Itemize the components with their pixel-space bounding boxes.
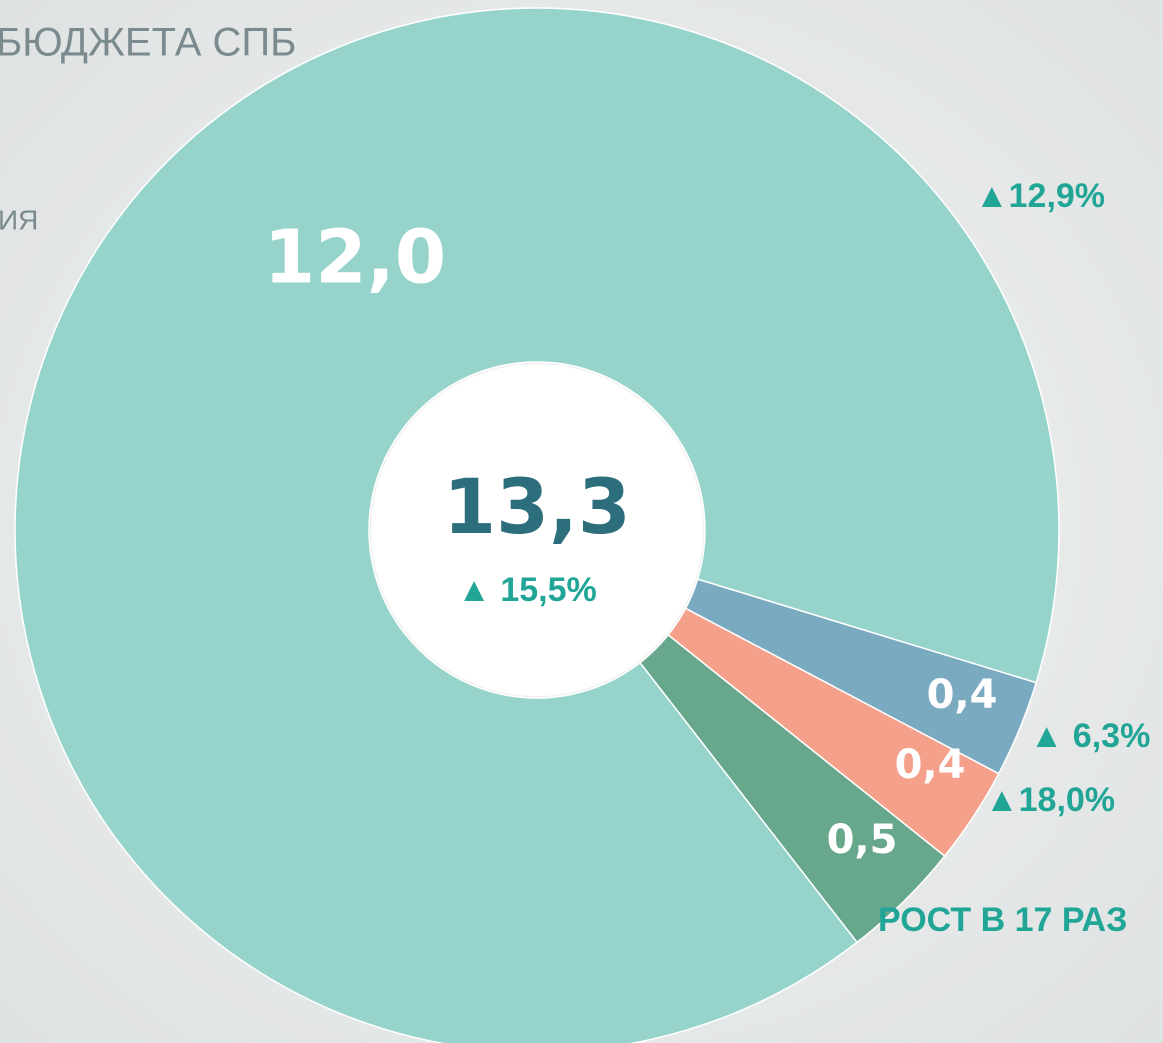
slice [14,7,1060,1043]
change-label: ▲18,0% [985,781,1115,819]
value-label: 0,4 [927,672,998,718]
change-label: ▲ 6,3% [1030,717,1151,755]
center-circle [371,364,703,696]
total-label: 13,3 [443,462,631,551]
change-label: ▲12,9% [975,177,1105,215]
value-label: 12,0 [264,215,447,301]
total-change: ▲ 15,5% [457,571,597,609]
change-label: РОСТ В 17 РАЗ [878,901,1127,939]
value-label: 0,4 [895,742,966,788]
value-label: 0,5 [827,817,898,863]
side-text: ИЯ [0,204,38,235]
title: БЮДЖЕТА СПБ [0,21,296,65]
